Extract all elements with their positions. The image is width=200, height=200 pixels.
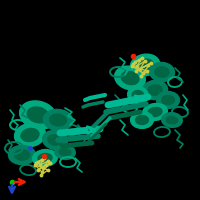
Ellipse shape [150,63,174,81]
Ellipse shape [157,92,179,108]
Ellipse shape [161,95,175,105]
Ellipse shape [135,115,149,125]
Ellipse shape [49,113,67,127]
Ellipse shape [47,134,63,146]
Ellipse shape [143,81,167,99]
Ellipse shape [131,112,153,128]
Ellipse shape [147,107,163,117]
Ellipse shape [115,67,145,89]
Ellipse shape [15,124,45,146]
Ellipse shape [43,131,67,149]
Ellipse shape [147,84,163,96]
Ellipse shape [26,106,50,124]
Ellipse shape [14,149,30,161]
Ellipse shape [143,104,167,120]
Ellipse shape [166,115,178,125]
Ellipse shape [33,150,57,166]
Ellipse shape [136,58,154,72]
Ellipse shape [162,113,182,127]
Ellipse shape [55,145,75,159]
Ellipse shape [37,153,53,163]
Ellipse shape [120,71,140,85]
Ellipse shape [44,110,72,130]
Ellipse shape [9,146,35,164]
Ellipse shape [20,102,56,128]
Ellipse shape [132,90,144,100]
Ellipse shape [128,87,148,103]
Ellipse shape [59,147,71,157]
Ellipse shape [131,55,159,75]
Ellipse shape [20,128,40,142]
Ellipse shape [154,66,170,78]
